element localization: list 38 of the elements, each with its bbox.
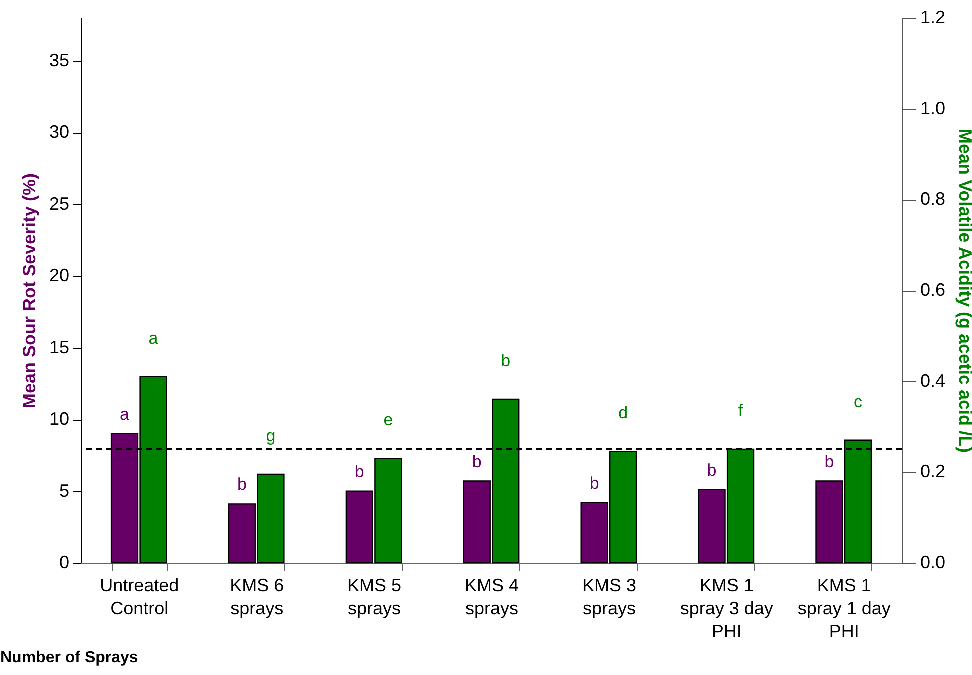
y-axis-title: Mean Sour Rot Severity (%) <box>19 173 40 409</box>
y2-tick-label: 0.4 <box>920 370 946 391</box>
y-tick-label: 15 <box>49 337 70 358</box>
data-label: b <box>472 452 482 472</box>
y-tick-label: 30 <box>49 122 70 142</box>
x-tick-label: KMS 5 sprays <box>348 576 402 618</box>
data-label: b <box>824 452 834 472</box>
data-label: b <box>707 460 717 480</box>
data-label: g <box>266 426 276 446</box>
x-axis-title: Number of Sprays <box>0 650 138 666</box>
y-tick-label: 20 <box>49 266 70 286</box>
y-tick-label: 10 <box>49 409 70 430</box>
y2-tick-label: 0.8 <box>920 189 946 210</box>
y-tick-label: 0 <box>59 552 70 572</box>
data-label: b <box>590 474 600 493</box>
data-label: b <box>237 475 247 494</box>
x-tick-label: Untreated Control <box>100 576 180 618</box>
x-tick-label: KMS 1 spray 3 day PHI <box>680 576 774 642</box>
data-label: e <box>384 410 394 430</box>
y2-tick-label: 0.2 <box>920 462 946 482</box>
x-tick-label: KMS 1 spray 1 day PHI <box>798 576 891 642</box>
x-tick-label: KMS 3 sprays <box>582 576 636 618</box>
y2-tick-label: 0.6 <box>920 280 946 300</box>
y2-tick-label: 1.0 <box>920 98 946 118</box>
y2-tick-label: 1.2 <box>920 8 946 28</box>
y2-tick-label: 0.0 <box>920 552 946 572</box>
y-tick-label: 35 <box>49 50 70 71</box>
data-label: c <box>854 392 863 412</box>
x-tick-label: KMS 6 sprays <box>230 576 284 618</box>
x-tick-label: KMS 4 sprays <box>464 576 520 618</box>
y-tick-label: 25 <box>49 194 70 214</box>
data-label: a <box>148 328 159 348</box>
data-label: f <box>738 401 744 420</box>
data-label: b <box>354 462 364 482</box>
y-tick-label: 5 <box>59 480 70 501</box>
data-label: b <box>501 352 511 370</box>
data-label: d <box>618 404 628 423</box>
data-label: a <box>120 404 130 424</box>
